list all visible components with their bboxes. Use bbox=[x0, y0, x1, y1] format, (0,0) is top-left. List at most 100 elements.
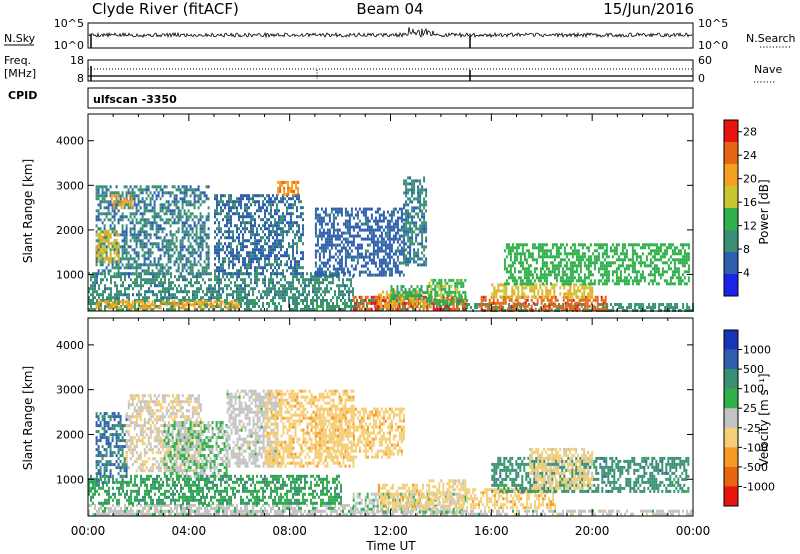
velocity-colorbar-tick-4: -25 bbox=[743, 422, 761, 435]
date-title: 15/Jun/2016 bbox=[603, 0, 694, 18]
velocity-ytick-label-2: 3000 bbox=[56, 384, 84, 397]
nsky-line bbox=[88, 27, 693, 39]
power-frame bbox=[87, 113, 694, 312]
velocity-ytick-label-0: 1000 bbox=[56, 473, 84, 486]
nsky-tick-high: 10^5 bbox=[54, 17, 84, 30]
nsky-trace bbox=[88, 27, 693, 48]
velocity-region-14 bbox=[88, 474, 342, 505]
power-colorbar-tick-5: 8 bbox=[743, 243, 750, 256]
velocity-colorbar-swatch-0 bbox=[724, 330, 738, 350]
velocity-colorbar-swatch-1 bbox=[724, 349, 738, 370]
power-colorbar: 28 24 20 16 12 8 4 bbox=[723, 119, 757, 297]
freq-trace bbox=[88, 66, 693, 81]
power-ytick-label-1: 2000 bbox=[56, 224, 84, 237]
power-colorbar-swatch-7 bbox=[724, 274, 738, 297]
velocity-region-10 bbox=[163, 421, 228, 481]
power-region-12 bbox=[95, 185, 210, 276]
velocity-heatmap bbox=[88, 389, 694, 516]
velocity-region-4 bbox=[428, 479, 467, 510]
power-colorbar-tick-3: 16 bbox=[743, 196, 757, 209]
velocity-colorbar-tick-2: 100 bbox=[743, 383, 764, 396]
time-axis-label: Time UT bbox=[365, 539, 416, 553]
power-yaxis: 1000 2000 3000 4000 bbox=[56, 135, 693, 281]
velocity-xtick-label-5: 20:00 bbox=[575, 524, 610, 538]
power-region-11 bbox=[214, 194, 304, 276]
power-colorbar-tick-4: 12 bbox=[743, 220, 757, 233]
beam-title: Beam 04 bbox=[356, 0, 423, 18]
power-colorbar-swatch-0 bbox=[724, 120, 738, 143]
velocity-region-3 bbox=[377, 483, 430, 511]
cpid-panel: CPID ulfscan -3350 bbox=[8, 87, 694, 109]
freq-panel: Freq. [MHz] 18 8 60 0 Nave bbox=[4, 54, 782, 85]
power-colorbar-tick-0: 28 bbox=[743, 126, 757, 139]
nsearch-tick-high: 10^5 bbox=[698, 17, 728, 30]
power-region-14 bbox=[110, 194, 133, 210]
velocity-colorbar-tick-7: -1000 bbox=[743, 480, 775, 493]
velocity-colorbar-swatch-7 bbox=[724, 466, 738, 487]
velocity-ytick-label-1: 2000 bbox=[56, 428, 84, 441]
power-ylabel: Slant Range [km] bbox=[21, 159, 35, 263]
nsearch-label: N.Search bbox=[746, 32, 796, 45]
cpid-frame bbox=[87, 87, 694, 109]
power-colorbar-swatch-5 bbox=[724, 230, 738, 253]
velocity-yaxis: 1000 2000 3000 4000 bbox=[56, 339, 693, 486]
power-region-4 bbox=[390, 285, 429, 301]
nsearch-tick-low: 10^0 bbox=[698, 39, 728, 52]
power-region-13 bbox=[95, 229, 120, 263]
power-region-17 bbox=[403, 176, 428, 267]
velocity-colorbar-tick-1: 500 bbox=[743, 363, 764, 376]
power-colorbar-swatch-6 bbox=[724, 252, 738, 275]
power-ytick-label-3: 4000 bbox=[56, 135, 84, 148]
power-colorbar-tick-1: 24 bbox=[743, 149, 757, 162]
velocity-region-8 bbox=[95, 412, 128, 485]
power-ytick-label-2: 3000 bbox=[56, 179, 84, 192]
velocity-xtick-label-2: 08:00 bbox=[272, 524, 307, 538]
velocity-colorbar-tick-5: -100 bbox=[743, 441, 768, 454]
power-ytick-label-0: 1000 bbox=[56, 268, 84, 281]
freq-frame bbox=[87, 59, 694, 82]
freq-unit: [MHz] bbox=[4, 67, 36, 80]
freq-label: Freq. bbox=[4, 54, 31, 67]
nsky-tick-low: 10^0 bbox=[54, 39, 84, 52]
velocity-colorbar-swatch-6 bbox=[724, 447, 738, 468]
power-heatmap bbox=[88, 176, 695, 312]
velocity-colorbar-tick-0: 1000 bbox=[743, 344, 771, 357]
velocity-colorbar-swatch-5 bbox=[724, 427, 738, 448]
velocity-region-13 bbox=[314, 407, 405, 459]
velocity-xtick-label-6: 00:00 bbox=[676, 524, 711, 538]
velocity-frame bbox=[87, 317, 694, 517]
nsky-panel: N.Sky 10^5 10^0 10^5 10^0 N.Search bbox=[4, 17, 796, 52]
cpid-label: CPID bbox=[8, 89, 37, 102]
power-region-1 bbox=[95, 300, 240, 310]
velocity-colorbar-tick-6: -500 bbox=[743, 461, 768, 474]
power-region-8 bbox=[491, 283, 594, 299]
velocity-colorbar: 1000 500 100 25 -25 -100 -500 -1000 bbox=[723, 329, 775, 507]
freq-tick-high: 18 bbox=[70, 54, 84, 67]
nave-tick-high: 60 bbox=[698, 54, 712, 67]
power-colorbar-swatch-1 bbox=[724, 142, 738, 165]
velocity-colorbar-label: Velocity [m s⁻¹] bbox=[757, 373, 771, 466]
power-colorbar-swatch-2 bbox=[724, 164, 738, 187]
power-region-10 bbox=[88, 272, 354, 300]
power-region-9 bbox=[503, 243, 690, 286]
velocity-colorbar-swatch-4 bbox=[724, 408, 738, 429]
power-colorbar-label: Power [dB] bbox=[757, 179, 771, 244]
power-region-15 bbox=[277, 180, 300, 196]
power-region-5 bbox=[428, 278, 467, 306]
velocity-colorbar-swatch-2 bbox=[724, 369, 738, 389]
power-region-7 bbox=[478, 295, 607, 311]
nsky-label: N.Sky bbox=[4, 32, 36, 45]
velocity-region-1 bbox=[88, 503, 354, 516]
velocity-colorbar-swatch-3 bbox=[724, 388, 738, 409]
nave-label: Nave bbox=[754, 63, 782, 76]
power-colorbar-swatch-4 bbox=[724, 208, 738, 231]
cpid-value: ulfscan -3350 bbox=[93, 93, 177, 106]
velocity-xtick-label-4: 16:00 bbox=[474, 524, 509, 538]
velocity-panel: Slant Range [km] 1000 2000 3000 4000 00:00 0… bbox=[21, 317, 775, 553]
velocity-xtick-label-1: 04:00 bbox=[172, 524, 207, 538]
velocity-ylabel: Slant Range [km] bbox=[21, 366, 35, 470]
velocity-region-7 bbox=[529, 447, 594, 490]
station-title: Clyde River (fitACF) bbox=[92, 0, 239, 18]
freq-tick-low: 8 bbox=[77, 72, 84, 85]
